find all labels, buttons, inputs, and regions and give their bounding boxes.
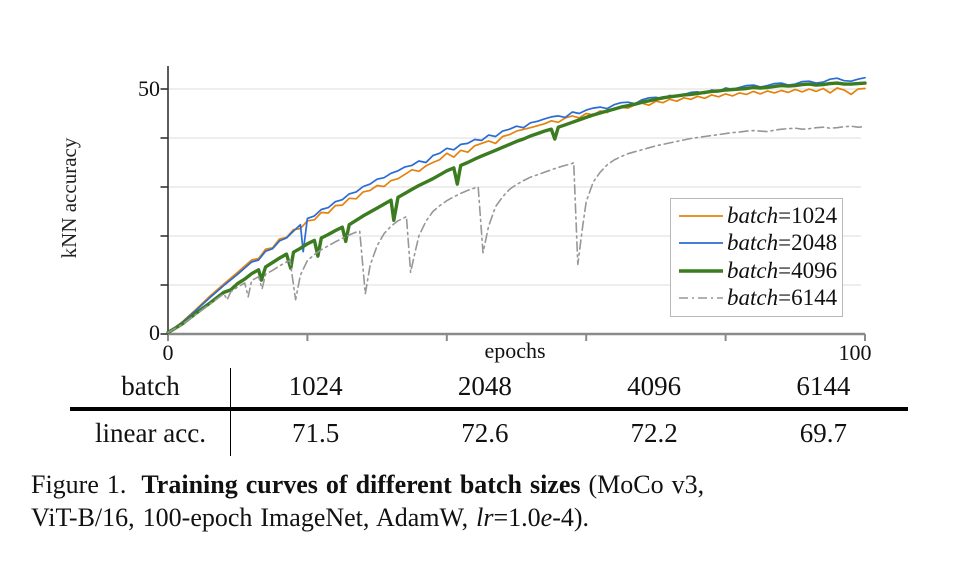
legend-label: batch=6144: [727, 285, 838, 311]
linear-acc-value: 72.2: [630, 418, 678, 448]
x-tick-label-100: 100: [838, 340, 872, 365]
legend-line-sample: [679, 269, 723, 273]
results-table: batch 1024 2048 4096 6144 linear acc. 71…: [70, 365, 908, 457]
legend-item-batch-2048: batch=2048: [671, 230, 842, 258]
training-curves-chart: kNN accuracy 50 0 0 100 epochs batch=102…: [57, 66, 872, 365]
caption-text: [468, 503, 476, 532]
caption-text: [581, 470, 589, 499]
legend-label: batch=4096: [727, 257, 838, 283]
caption-tail-1: (MoCo v3,: [588, 470, 705, 499]
series-line-batch-1024: [167, 87, 866, 334]
caption-lr-var: lr: [476, 503, 494, 532]
legend: batch=1024 batch=2048 batch=4096 batch=6…: [670, 198, 843, 317]
batch-size-value: 1024: [288, 370, 343, 401]
series-line-batch-6144: [167, 125, 866, 334]
linear-acc-value: 72.6: [461, 418, 509, 448]
y-tick-label-50: 50: [138, 76, 160, 101]
legend-item-batch-4096: batch=4096: [671, 257, 842, 285]
legend-item-batch-6144: batch=6144: [671, 285, 842, 313]
caption-tail-2: -4).: [552, 503, 590, 532]
x-axis-label: epochs: [484, 338, 546, 363]
batch-size-value: 2048: [457, 370, 512, 401]
batch-size-value: 4096: [627, 370, 682, 401]
table-row-batch: batch 1024 2048 4096 6144: [70, 365, 908, 407]
series-line-batch-4096: [166, 81, 867, 335]
caption-figure-label: Figure 1.: [31, 470, 127, 499]
legend-label: batch=2048: [727, 230, 838, 256]
linear-acc-value: 71.5: [292, 418, 340, 448]
caption-line-2: ViT-B/16, 100-epoch ImageNet, AdamW, lr=…: [31, 501, 956, 534]
table-header-linear-acc: linear acc.: [95, 418, 206, 448]
y-axis-label: kNN accuracy: [57, 137, 81, 259]
caption-bold-title: Training curves of different batch sizes: [141, 470, 581, 499]
table-header-batch: batch: [121, 370, 180, 401]
legend-line-sample: [679, 242, 723, 245]
table-vertical-rule: [229, 368, 232, 456]
legend-item-batch-1024: batch=1024: [671, 202, 842, 230]
caption-text: ViT-B/16, 100-epoch ImageNet, AdamW,: [31, 503, 469, 532]
caption-lr-value: =1.0: [493, 503, 541, 532]
plot-canvas: [160, 66, 867, 341]
batch-size-value: 6144: [796, 370, 851, 401]
table-rule: [70, 407, 908, 411]
legend-line-sample: [679, 214, 723, 217]
table-row-linear-acc: linear acc. 71.5 72.6 72.2 69.7: [70, 411, 908, 457]
x-tick-label-0: 0: [162, 340, 174, 365]
caption-line-1: Figure 1. Training curves of different ba…: [31, 468, 956, 501]
legend-label: batch=1024: [727, 202, 838, 228]
figure-caption: Figure 1. Training curves of different ba…: [31, 468, 956, 534]
legend-line-sample: [679, 297, 723, 300]
linear-acc-value: 69.7: [799, 418, 847, 448]
y-tick-label-0: 0: [149, 320, 160, 345]
caption-e-var: e: [540, 503, 553, 532]
series-line-batch-2048: [167, 76, 866, 334]
